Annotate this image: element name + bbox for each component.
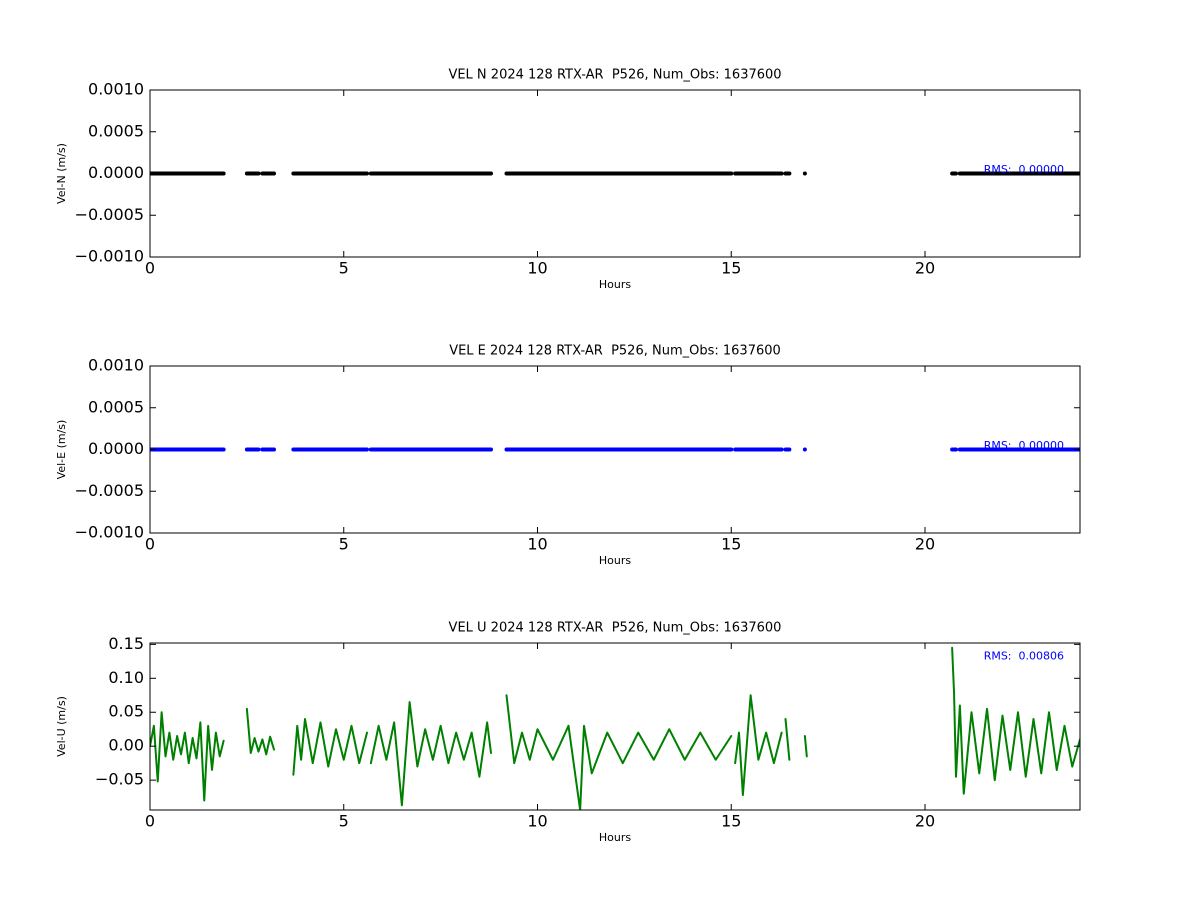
chart-title: VEL E 2024 128 RTX-AR P526, Num_Obs: 163… (449, 344, 781, 359)
x-tick-label: 5 (339, 535, 349, 554)
chart-title: VEL N 2024 128 RTX-AR P526, Num_Obs: 163… (448, 68, 781, 83)
y-tick-label: 0.15 (108, 634, 144, 653)
y-tick-label: 0.0000 (88, 163, 144, 182)
y-tick-label: 0.0005 (88, 121, 144, 140)
x-tick-label: 0 (145, 259, 155, 278)
x-tick-label: 20 (915, 259, 935, 278)
y-tick-label: 0.0010 (88, 356, 144, 375)
x-tick-label: 15 (721, 812, 741, 831)
x-tick-label: 0 (145, 535, 155, 554)
rms-annotation: RMS: 0.00806 (984, 649, 1064, 662)
x-tick-label: 15 (721, 259, 741, 278)
y-tick-label: 0.0005 (88, 397, 144, 416)
x-tick-label: 10 (527, 812, 547, 831)
x-tick-label: 20 (915, 535, 935, 554)
x-tick-label: 20 (915, 812, 935, 831)
y-tick-label: −0.0005 (75, 205, 144, 224)
x-tick-label: 10 (527, 259, 547, 278)
x-axis-label: Hours (599, 278, 631, 291)
y-axis-label: Vel-U (m/s) (55, 696, 68, 757)
y-tick-label: −0.0005 (75, 481, 144, 500)
y-axis-label: Vel-E (m/s) (55, 420, 68, 480)
x-axis-label: Hours (599, 554, 631, 567)
x-tick-label: 10 (527, 535, 547, 554)
y-tick-label: 0.10 (108, 668, 144, 687)
y-tick-label: 0.0000 (88, 439, 144, 458)
rms-annotation: RMS: 0.00000 (984, 163, 1064, 176)
plot-frame (149, 642, 1081, 811)
chart-title: VEL U 2024 128 RTX-AR P526, Num_Obs: 163… (449, 621, 782, 636)
y-tick-label: −0.0010 (75, 523, 144, 542)
x-tick-label: 15 (721, 535, 741, 554)
rms-annotation: RMS: 0.00000 (984, 439, 1064, 452)
x-tick-label: 5 (339, 259, 349, 278)
y-tick-label: −0.0010 (75, 247, 144, 266)
y-tick-label: 0.0010 (88, 80, 144, 99)
x-axis-label: Hours (599, 831, 631, 844)
y-tick-label: 0.00 (108, 736, 144, 755)
y-tick-label: 0.05 (108, 702, 144, 721)
x-tick-label: 5 (339, 812, 349, 831)
y-tick-label: −0.05 (95, 770, 144, 789)
y-axis-label: Vel-N (m/s) (55, 143, 68, 204)
x-tick-label: 0 (145, 812, 155, 831)
data-line (150, 646, 1080, 810)
